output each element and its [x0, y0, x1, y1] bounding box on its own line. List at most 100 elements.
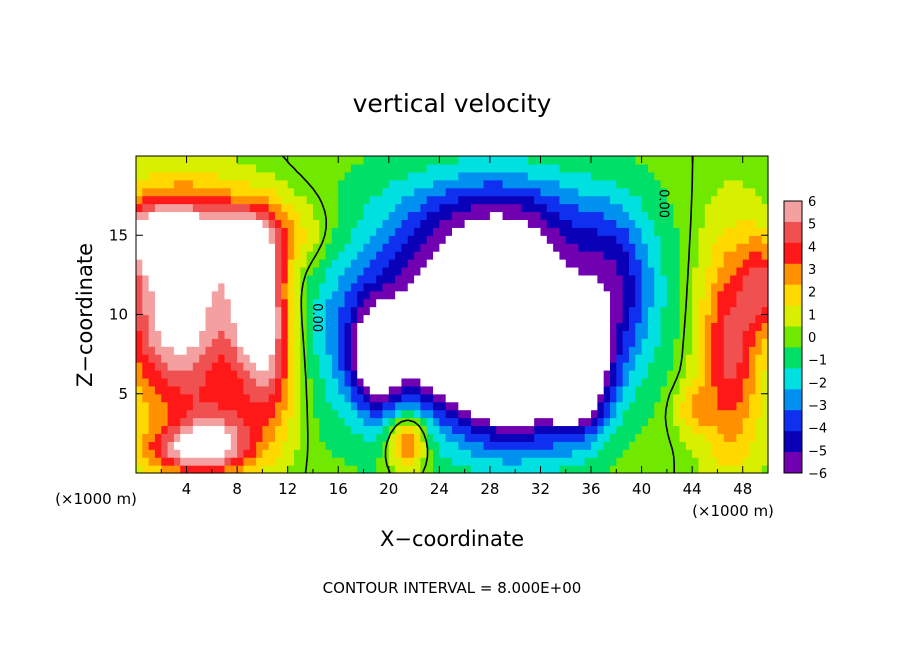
field-cell [186, 377, 194, 387]
field-cell [218, 409, 226, 419]
field-cell [407, 156, 415, 165]
field-cell [489, 171, 497, 181]
field-cell [546, 401, 554, 411]
field-cell [180, 425, 188, 434]
field-cell [559, 259, 567, 268]
field-cell [388, 266, 396, 276]
field-cell [458, 251, 466, 260]
field-cell [306, 393, 314, 403]
field-cell [414, 425, 421, 434]
field-cell [679, 362, 687, 371]
field-cell [673, 322, 681, 331]
field-cell [673, 417, 681, 427]
field-cell [186, 322, 194, 331]
field-cell [711, 314, 719, 324]
field-cell [325, 425, 333, 434]
field-cell [736, 362, 744, 371]
field-cell [300, 259, 308, 268]
field-cell [136, 243, 143, 252]
field-cell [730, 433, 737, 442]
field-cell [591, 393, 598, 403]
field-cell [350, 306, 358, 316]
field-cell [154, 465, 162, 474]
field-cell [578, 219, 586, 228]
field-cell [464, 441, 472, 450]
field-cell [268, 354, 276, 363]
field-cell [502, 274, 510, 284]
field-cell [256, 306, 263, 316]
field-cell [243, 306, 251, 316]
field-cell [154, 171, 162, 181]
y-tick-label: 15 [109, 226, 128, 244]
field-cell [502, 306, 510, 316]
field-cell [673, 441, 681, 450]
field-cell [692, 449, 700, 458]
field-cell [224, 266, 232, 276]
field-cell [395, 195, 403, 205]
field-cell [736, 465, 744, 474]
field-cell [376, 195, 384, 205]
field-cell [508, 235, 516, 244]
field-cell [698, 251, 706, 260]
field-cell [211, 338, 219, 347]
field-cell [433, 274, 440, 284]
field-cell [736, 187, 744, 197]
field-cell [401, 203, 409, 213]
field-cell [186, 266, 194, 276]
field-cell [635, 203, 643, 213]
field-cell [666, 425, 674, 434]
field-cell [546, 425, 554, 434]
field-cell [749, 163, 756, 173]
field-cell [407, 314, 415, 324]
field-cell [628, 227, 636, 236]
field-cell [685, 425, 693, 434]
field-cell [673, 433, 681, 442]
field-cell [622, 298, 630, 308]
field-cell [654, 449, 662, 458]
field-cell [161, 227, 169, 236]
field-cell [433, 449, 440, 458]
field-cell [622, 362, 630, 371]
field-cell [350, 282, 358, 292]
field-cell [357, 203, 365, 213]
field-cell [515, 243, 523, 252]
colorbar-frame [783, 200, 803, 474]
field-cell [647, 266, 655, 276]
field-cell [521, 251, 529, 260]
field-cell [401, 393, 409, 403]
field-cell [148, 441, 156, 450]
field-cell [350, 211, 358, 220]
field-cell [199, 235, 207, 244]
field-cell [622, 369, 630, 379]
field-cell [749, 346, 756, 355]
field-cell [616, 465, 624, 474]
field-cell [312, 354, 320, 363]
field-cell [161, 354, 169, 363]
field-cell [167, 346, 175, 355]
field-cell [647, 346, 655, 355]
field-cell [262, 354, 270, 363]
field-cell [698, 401, 706, 411]
field-cell [268, 203, 276, 213]
field-cell [521, 425, 529, 434]
field-cell [407, 163, 415, 173]
field-cell [211, 393, 219, 403]
contour-label: 0.00 [655, 189, 670, 218]
field-cell [641, 433, 649, 442]
field-cell [546, 417, 554, 427]
field-cell [647, 282, 655, 292]
field-cell [344, 211, 352, 220]
field-cell [287, 235, 295, 244]
field-cell [154, 179, 162, 189]
field-cell [161, 377, 169, 387]
field-cell [458, 417, 466, 427]
field-cell [591, 235, 598, 244]
field-cell [262, 425, 270, 434]
field-cell [243, 243, 251, 252]
field-cell [376, 338, 384, 347]
field-cell [660, 156, 668, 165]
field-cell [508, 377, 516, 387]
field-cell [401, 235, 409, 244]
field-cell [742, 425, 750, 434]
